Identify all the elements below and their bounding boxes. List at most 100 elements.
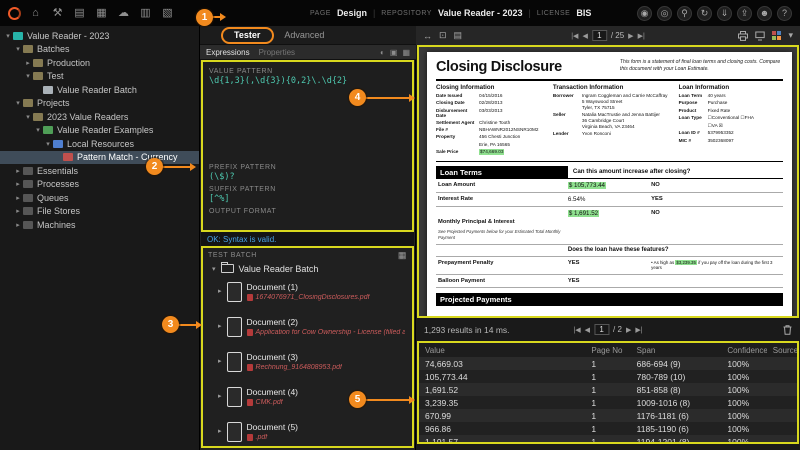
chevron-down-icon[interactable]: ▾ xyxy=(26,73,30,81)
batch-settings-icon[interactable]: ▦ xyxy=(397,249,407,260)
stores-icon[interactable]: ▥ xyxy=(140,6,151,19)
search-icon[interactable]: ⚲ xyxy=(677,5,692,21)
table-row[interactable]: 1,691.52 1 851-858 (8) 100% xyxy=(419,383,797,396)
sidebar-item-test[interactable]: ▾ Test xyxy=(0,70,199,84)
value-pattern-input[interactable]: \d{1,3}(,\d{3}){0,2}\.\d{2} xyxy=(209,76,348,86)
view-mode-icon[interactable] xyxy=(772,31,782,40)
table-row[interactable]: 74,669.03 1 686-694 (9) 100% xyxy=(419,357,797,370)
prev-page-button[interactable]: ◀ xyxy=(584,326,591,334)
table-row[interactable]: 3,239.35 1 1009-1016 (8) 100% xyxy=(419,396,797,409)
sidebar-item-local-resources[interactable]: ▾ Local Resources xyxy=(0,137,199,151)
chevron-down-icon[interactable]: ▾ xyxy=(36,127,40,135)
trash-icon[interactable] xyxy=(783,324,792,335)
prefix-pattern-input[interactable]: (\$)? xyxy=(209,172,235,182)
chevron-right-icon[interactable]: ▸ xyxy=(218,288,222,295)
pages-icon[interactable]: ▤ xyxy=(453,30,463,40)
chevron-right-icon[interactable]: ▸ xyxy=(218,428,222,435)
chevron-right-icon[interactable]: ▸ xyxy=(16,221,20,229)
sidebar-item-value-reader-examples[interactable]: ▾ Value Reader Examples xyxy=(0,124,199,138)
chevron-down-icon[interactable]: ▾ xyxy=(212,265,216,273)
first-page-button[interactable]: |◀ xyxy=(571,32,579,40)
column-header-source[interactable]: Source xyxy=(772,345,797,355)
stats-icon[interactable]: ▧ xyxy=(162,6,173,19)
tab-advanced[interactable]: Advanced xyxy=(284,30,325,40)
chevron-right-icon[interactable]: ▸ xyxy=(218,393,222,400)
sidebar-item-essentials[interactable]: ▸ Essentials xyxy=(0,164,199,178)
page-number-input[interactable]: 1 xyxy=(591,30,607,41)
sidebar-item-root[interactable]: ▾ Value Reader - 2023 xyxy=(0,29,199,43)
chevron-right-icon[interactable]: ▸ xyxy=(16,167,20,175)
next-page-button[interactable]: ▶ xyxy=(628,32,634,40)
document-viewer[interactable]: Closing Disclosure This form is a statem… xyxy=(417,45,799,318)
layout-icon[interactable]: ▦ xyxy=(402,47,410,57)
column-header-value[interactable]: Value xyxy=(425,345,445,355)
sidebar-item-machines[interactable]: ▸ Machines xyxy=(0,218,199,232)
print-icon[interactable] xyxy=(738,30,749,41)
sidebar-item-projects[interactable]: ▾ Projects xyxy=(0,97,199,111)
record-icon[interactable]: ◉ xyxy=(637,5,652,21)
preview-toggle-icon[interactable]: ◐ xyxy=(380,47,385,57)
sidebar-item-production[interactable]: ▸ Production xyxy=(0,56,199,70)
list-item-document-4[interactable]: ▸ Document (4) CMK.pdf xyxy=(203,381,412,416)
column-header-span[interactable]: Span xyxy=(636,345,656,355)
table-row[interactable]: 1,191.57 1 1194-1201 (8) 100% xyxy=(419,435,797,442)
save-icon[interactable]: ▣ xyxy=(389,47,398,57)
list-item-document-2[interactable]: ▸ Document (2) Application for Cow Owners… xyxy=(203,311,412,346)
column-header-confidence[interactable]: Confidence xyxy=(727,345,767,355)
chevron-down-icon[interactable]: ▾ xyxy=(16,100,20,108)
chevron-down-icon[interactable]: ▾ xyxy=(46,140,50,148)
sidebar-item-batches[interactable]: ▾ Batches xyxy=(0,43,199,57)
batches-icon[interactable]: ▤ xyxy=(74,6,85,19)
chevron-right-icon[interactable]: ▸ xyxy=(218,358,222,365)
prev-page-button[interactable]: ◀ xyxy=(582,32,588,40)
sidebar-item-queues[interactable]: ▸ Queues xyxy=(0,191,199,205)
chevron-right-icon[interactable]: ▸ xyxy=(218,323,222,330)
last-page-button[interactable]: ▶| xyxy=(635,326,643,334)
app-logo[interactable] xyxy=(8,6,21,20)
chevron-down-icon[interactable]: ▾ xyxy=(788,30,793,40)
modules-icon[interactable]: ▦ xyxy=(96,6,107,19)
batch-root-folder[interactable]: ▾ Value Reader Batch xyxy=(203,261,412,276)
tools-icon[interactable]: ⚒ xyxy=(52,6,63,19)
status-icon[interactable]: ◎ xyxy=(657,5,672,21)
users-icon[interactable]: ☻ xyxy=(757,5,772,21)
sidebar-item-2023-value-readers[interactable]: ▾ 2023 Value Readers xyxy=(0,110,199,124)
list-item-document-3[interactable]: ▸ Document (3) Rechnung_9164808953.pdf xyxy=(203,346,412,381)
tab-tester[interactable]: Tester xyxy=(234,30,261,40)
sidebar-item-pattern-match-currency[interactable]: Pattern Match - Currency xyxy=(0,150,199,164)
chevron-down-icon[interactable]: ▾ xyxy=(26,113,30,121)
list-item-document-5[interactable]: ▸ Document (5) .pdf xyxy=(203,416,412,446)
tab-expressions[interactable]: Expressions xyxy=(206,47,250,57)
upload-icon[interactable]: ⇪ xyxy=(737,5,752,21)
last-page-button[interactable]: ▶| xyxy=(637,32,645,40)
table-row[interactable]: 105,773.44 1 780-789 (10) 100% xyxy=(419,370,797,383)
output-format-input[interactable] xyxy=(209,216,406,227)
first-page-button[interactable]: |◀ xyxy=(573,326,581,334)
fit-page-icon[interactable]: ⊡ xyxy=(439,30,447,40)
sidebar-item-processes[interactable]: ▸ Processes xyxy=(0,178,199,192)
column-header-page-no[interactable]: Page No xyxy=(591,345,623,355)
sidebar-item-value-reader-batch[interactable]: Value Reader Batch xyxy=(0,83,199,97)
display-icon[interactable] xyxy=(755,31,766,41)
help-icon[interactable]: ? xyxy=(777,5,792,21)
results-page-input[interactable]: 1 xyxy=(594,324,610,335)
chevron-right-icon[interactable]: ▸ xyxy=(16,181,20,189)
chevron-right-icon[interactable]: ▸ xyxy=(16,194,20,202)
home-icon[interactable]: ⌂ xyxy=(32,6,39,19)
suffix-pattern-input[interactable]: [^%] xyxy=(209,194,230,204)
refresh-icon[interactable]: ↻ xyxy=(697,5,712,21)
download-icon[interactable]: ⇓ xyxy=(717,5,732,21)
list-item-document-1[interactable]: ▸ Document (1) 1674076971_ClosingDisclosu… xyxy=(203,276,412,311)
cloud-icon[interactable]: ☁ xyxy=(118,6,129,19)
table-row[interactable]: 966.86 1 1185-1190 (6) 100% xyxy=(419,422,797,435)
fit-width-icon[interactable]: ↔ xyxy=(423,30,432,41)
table-row[interactable]: 670.99 1 1176-1181 (6) 100% xyxy=(419,409,797,422)
chevron-down-icon[interactable]: ▾ xyxy=(16,46,20,54)
field-label: Disbursement Date xyxy=(436,107,468,118)
chevron-right-icon[interactable]: ▸ xyxy=(26,59,30,67)
tab-properties[interactable]: Properties xyxy=(258,47,296,57)
chevron-right-icon[interactable]: ▸ xyxy=(16,208,20,216)
next-page-button[interactable]: ▶ xyxy=(625,326,632,334)
sidebar-item-file-stores[interactable]: ▸ File Stores xyxy=(0,205,199,219)
chevron-down-icon[interactable]: ▾ xyxy=(6,32,10,40)
